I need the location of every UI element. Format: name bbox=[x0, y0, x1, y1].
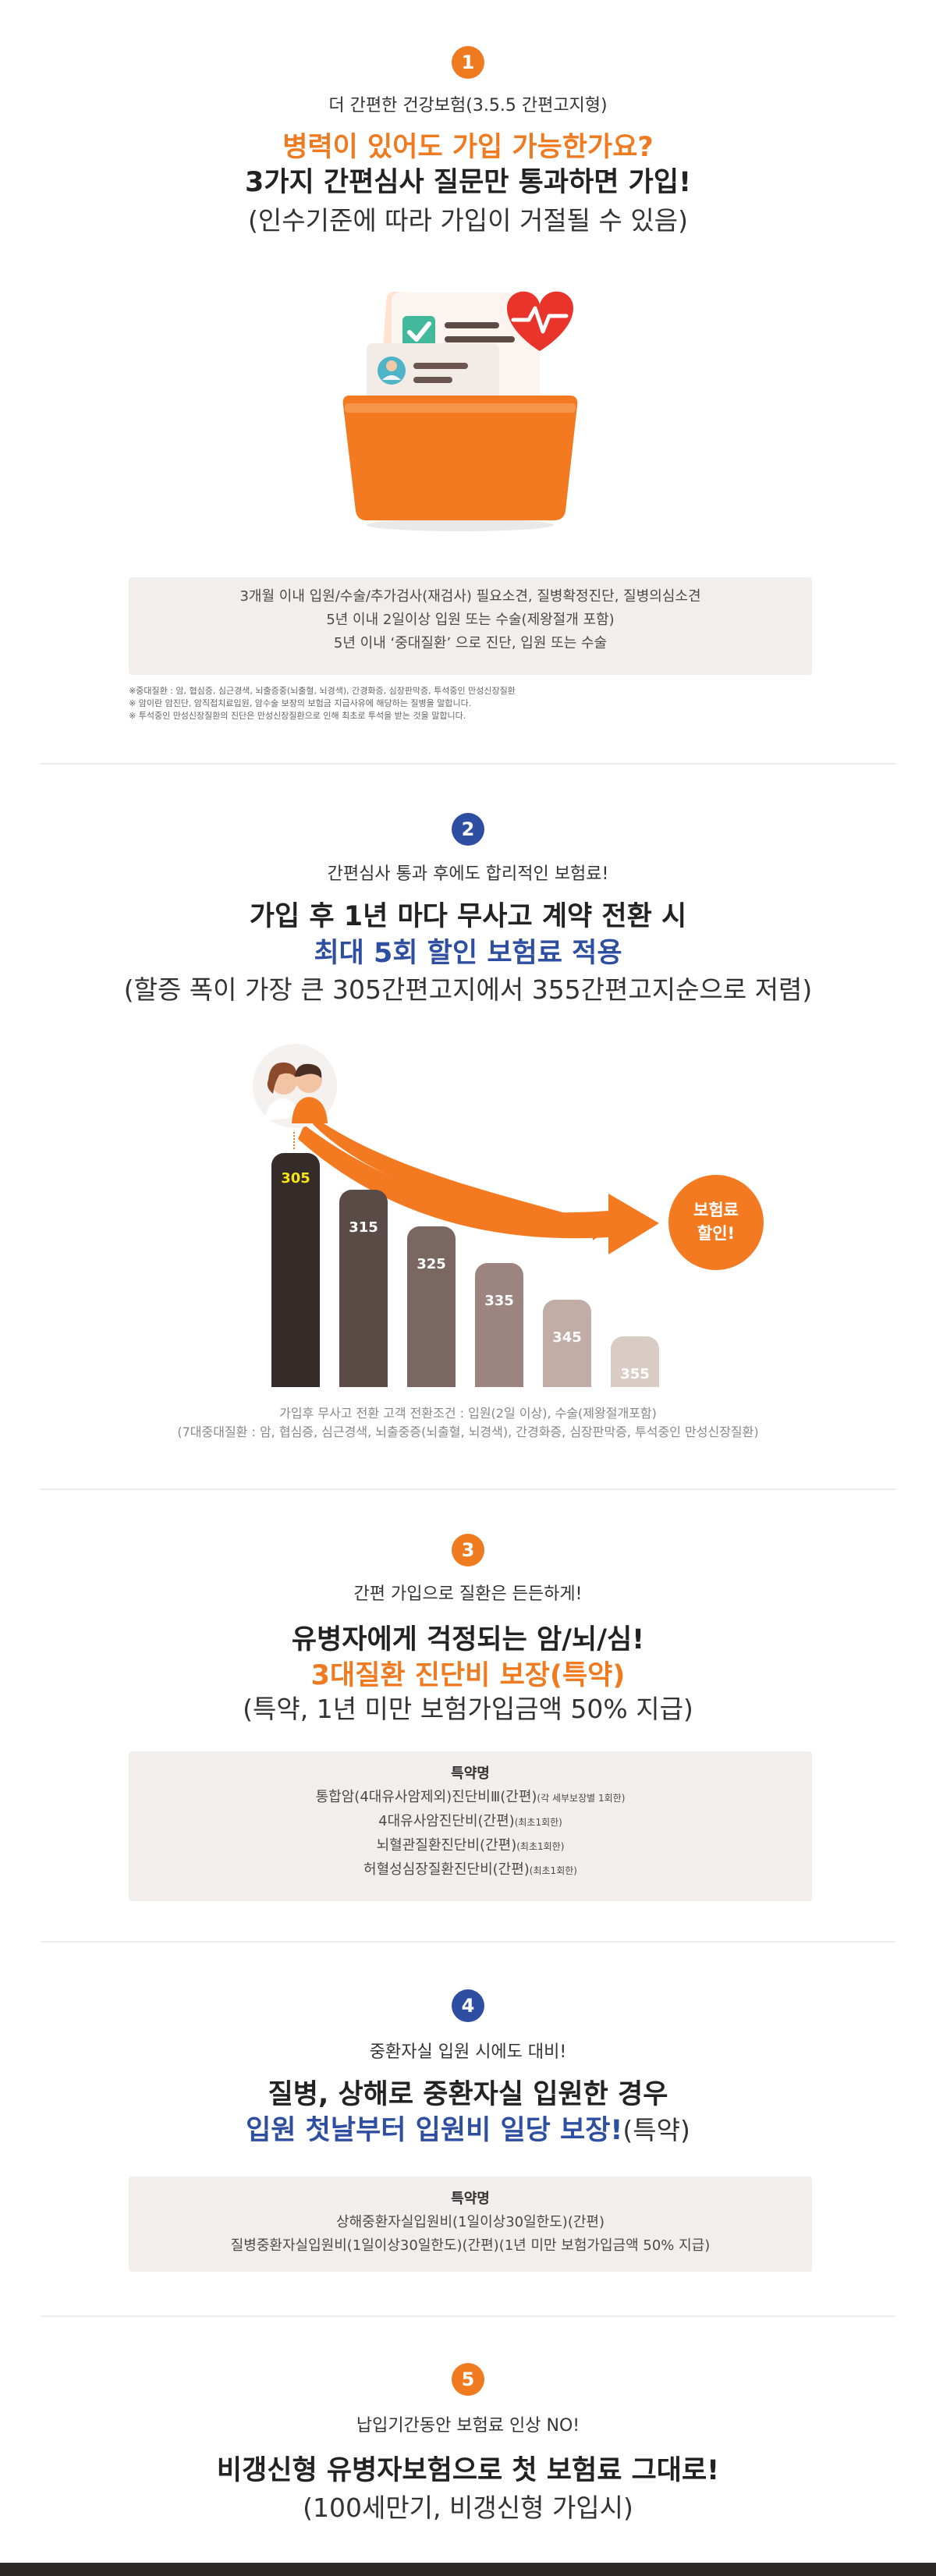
chart-bar-label-325: 325 bbox=[417, 1256, 446, 1272]
rider-1-note: (각 세부보장별 1회한) bbox=[537, 1793, 626, 1804]
section4-headline-tail: (특약) bbox=[622, 2115, 690, 2145]
discount-arrow-main bbox=[298, 1125, 659, 1254]
avatar-couple-icon bbox=[253, 1044, 337, 1128]
chart-bar-325 bbox=[407, 1226, 456, 1387]
section4-subtitle: 중환자실 입원 시에도 대비! bbox=[369, 2042, 567, 2062]
section4-headline-blue: 입원 첫날부터 입원비 일당 보장! bbox=[246, 2115, 623, 2146]
caption-line-1: 가입후 무사고 전환 고객 전환조건 : 입원(2일 이상), 수술(제왕절개포… bbox=[279, 1406, 657, 1421]
eligibility-question-1: 3개월 이내 입원/수술/추가검사(재검사) 필요소견, 질병확정진단, 질병의… bbox=[239, 588, 701, 605]
section5-subtitle: 납입기간동안 보험료 인상 NO! bbox=[356, 2416, 580, 2436]
section2-headline-blue: 최대 5회 할인 보험료 적용 bbox=[314, 938, 622, 969]
rider-3: 뇌혈관질환진단비(간편) bbox=[376, 1837, 517, 1854]
rider-list-box-4: 특약명 상해중환자실입원비(1일이상30일한도)(간편) 질병중환자실입원비(1… bbox=[129, 2177, 812, 2272]
section-divider-1 bbox=[41, 763, 895, 765]
section-divider-3 bbox=[41, 1941, 895, 1943]
eligibility-questions-box: 3개월 이내 입원/수술/추가검사(재검사) 필요소견, 질병확정진단, 질병의… bbox=[129, 577, 812, 675]
section-divider-4 bbox=[41, 2315, 895, 2317]
rider-list-header-4: 특약명 bbox=[451, 2191, 490, 2207]
rider-4: 허혈성심장질환진단비(간편) bbox=[363, 1861, 530, 1878]
step-number-1: 1 bbox=[452, 46, 484, 79]
step-number-3: 3 bbox=[452, 1534, 484, 1567]
discount-arrow bbox=[312, 1116, 608, 1240]
discount-badge: 보험료 할인! bbox=[668, 1175, 764, 1270]
section4-headline-2: 입원 첫날부터 입원비 일당 보장!(특약) bbox=[0, 2108, 936, 2148]
section1-headline: 3가지 간편심사 질문만 통과하면 가입! bbox=[244, 167, 692, 198]
medical-folder-icon bbox=[342, 291, 578, 531]
section2-subtitle: 간편심사 통과 후에도 합리적인 보험료! bbox=[327, 864, 609, 884]
note-line-2: ※ 암이란 암진단, 암직접치료입원, 암수술 보장의 보험금 지급사유에 해당… bbox=[129, 698, 472, 708]
chart-bar-label-345: 345 bbox=[552, 1329, 582, 1346]
rider-1: 통합암(4대유사암제외)진단비Ⅲ(간편) bbox=[315, 1789, 537, 1805]
section5-headline: 비갱신형 유병자보험으로 첫 보험료 그대로! bbox=[216, 2455, 720, 2486]
section1-headline-orange: 병력이 있어도 가입 가능한가요? bbox=[282, 132, 654, 163]
chart-bar-label-315: 315 bbox=[349, 1219, 378, 1236]
chart-bar-305 bbox=[271, 1153, 320, 1387]
avatar-connector bbox=[293, 1132, 296, 1149]
section4-headline: 질병, 상해로 중환자실 입원한 경우 bbox=[268, 2079, 668, 2110]
icu-rider-1: 상해중환자실입원비(1일이상30일한도)(간편) bbox=[336, 2214, 604, 2230]
discount-badge-line2: 할인! bbox=[697, 1224, 736, 1243]
note-line-1: ※중대질환 : 암, 협심증, 심근경색, 뇌출증중(뇌출혈, 뇌경색), 간경… bbox=[129, 686, 516, 696]
chart-bar-label-335: 335 bbox=[484, 1293, 514, 1309]
chart-bar-label-305: 305 bbox=[281, 1170, 310, 1187]
section1-notes: ※중대질환 : 암, 협심증, 심근경색, 뇌출증중(뇌출혈, 뇌경색), 간경… bbox=[129, 685, 516, 722]
chart-bar-355 bbox=[611, 1336, 659, 1387]
rider-list-box-3: 특약명 통합암(4대유사암제외)진단비Ⅲ(간편)(각 세부보장별 1회한) 4대… bbox=[129, 1751, 812, 1901]
rider-2: 4대유사암진단비(간편) bbox=[378, 1813, 515, 1829]
rider-4-note: (최초1회한) bbox=[529, 1865, 577, 1876]
step-number-2: 2 bbox=[452, 813, 484, 846]
eligibility-question-2: 5년 이내 2일이상 입원 또는 수술(제왕절개 포함) bbox=[326, 612, 615, 628]
chart-bar-label-355: 355 bbox=[620, 1366, 650, 1382]
section1-paren: (인수기준에 따라 가입이 거절될 수 있음) bbox=[248, 205, 688, 236]
step-number-4: 4 bbox=[452, 1989, 484, 2022]
rider-2-note: (최초1회한) bbox=[514, 1817, 562, 1828]
rider-3-note: (최초1회한) bbox=[516, 1841, 565, 1852]
section2-captions: 가입후 무사고 전환 고객 전환조건 : 입원(2일 이상), 수술(제왕절개포… bbox=[0, 1404, 936, 1442]
section-divider-2 bbox=[41, 1488, 895, 1490]
section3-paren: (특약, 1년 미만 보험가입금액 50% 지급) bbox=[243, 1694, 693, 1724]
step-number-5: 5 bbox=[452, 2363, 484, 2396]
note-line-3: ※ 투석중인 만성신장질환의 진단은 만성신장질환으로 인해 최초로 투석을 받… bbox=[129, 711, 466, 721]
discount-badge-line1: 보험료 bbox=[693, 1201, 739, 1219]
section3-headline-orange: 3대질환 진단비 보장(특약) bbox=[310, 1660, 626, 1691]
section3-subtitle: 간편 가입으로 질환은 든든하게! bbox=[353, 1584, 583, 1604]
eligibility-question-3: 5년 이내 ‘중대질환’ 으로 진단, 입원 또는 수술 bbox=[333, 635, 608, 651]
rider-list-header: 특약명 bbox=[451, 1765, 490, 1782]
chart-bar-335 bbox=[475, 1263, 523, 1387]
page-footer-bar bbox=[0, 2563, 936, 2576]
section2-paren: (할증 폭이 가장 큰 305간편고지에서 355간편고지순으로 저렴) bbox=[123, 974, 813, 1005]
chart-bar-345 bbox=[543, 1300, 591, 1387]
section1-subtitle: 더 간편한 건강보험(3.5.5 간편고지형) bbox=[328, 96, 608, 115]
section3-headline: 유병자에게 걱정되는 암/뇌/심! bbox=[291, 1624, 645, 1655]
icu-rider-2: 질병중환자실입원비(1일이상30일한도)(간편)(1년 미만 보험가입금액 50… bbox=[230, 2237, 711, 2254]
chart-bar-315 bbox=[339, 1190, 388, 1387]
section2-headline: 가입 후 1년 마다 무사고 계약 전환 시 bbox=[249, 901, 687, 932]
section5-paren: (100세만기, 비갱신형 가입시) bbox=[303, 2493, 633, 2523]
caption-line-2: (7대중대질환 : 암, 협심증, 심근경색, 뇌출중증(뇌출혈, 뇌경색), … bbox=[177, 1425, 759, 1439]
